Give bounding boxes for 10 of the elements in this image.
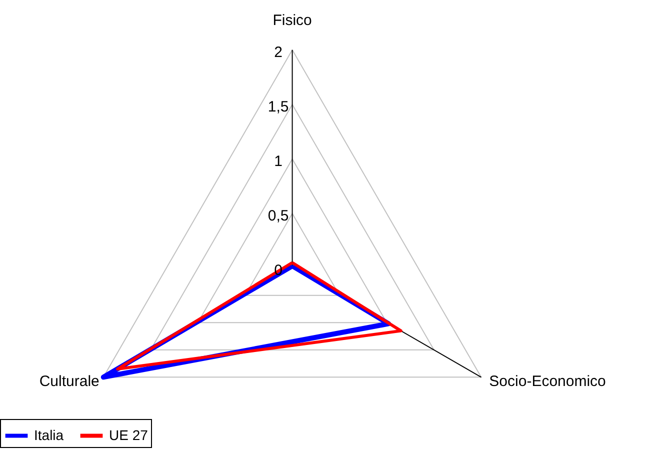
legend-label: Italia — [34, 426, 64, 443]
y-tick-label: 0 — [274, 262, 282, 280]
y-tick-label: 0,5 — [268, 208, 289, 225]
legend-label: UE 27 — [109, 426, 148, 443]
y-tick-label: 2 — [274, 44, 282, 61]
spoke-label: Fisico — [272, 12, 312, 29]
y-tick-label: 1 — [274, 153, 282, 170]
y-tick-label: 1,5 — [268, 98, 289, 116]
spoke-label: Culturale — [39, 373, 100, 390]
spoke-label: Socio-Economico — [489, 373, 606, 390]
